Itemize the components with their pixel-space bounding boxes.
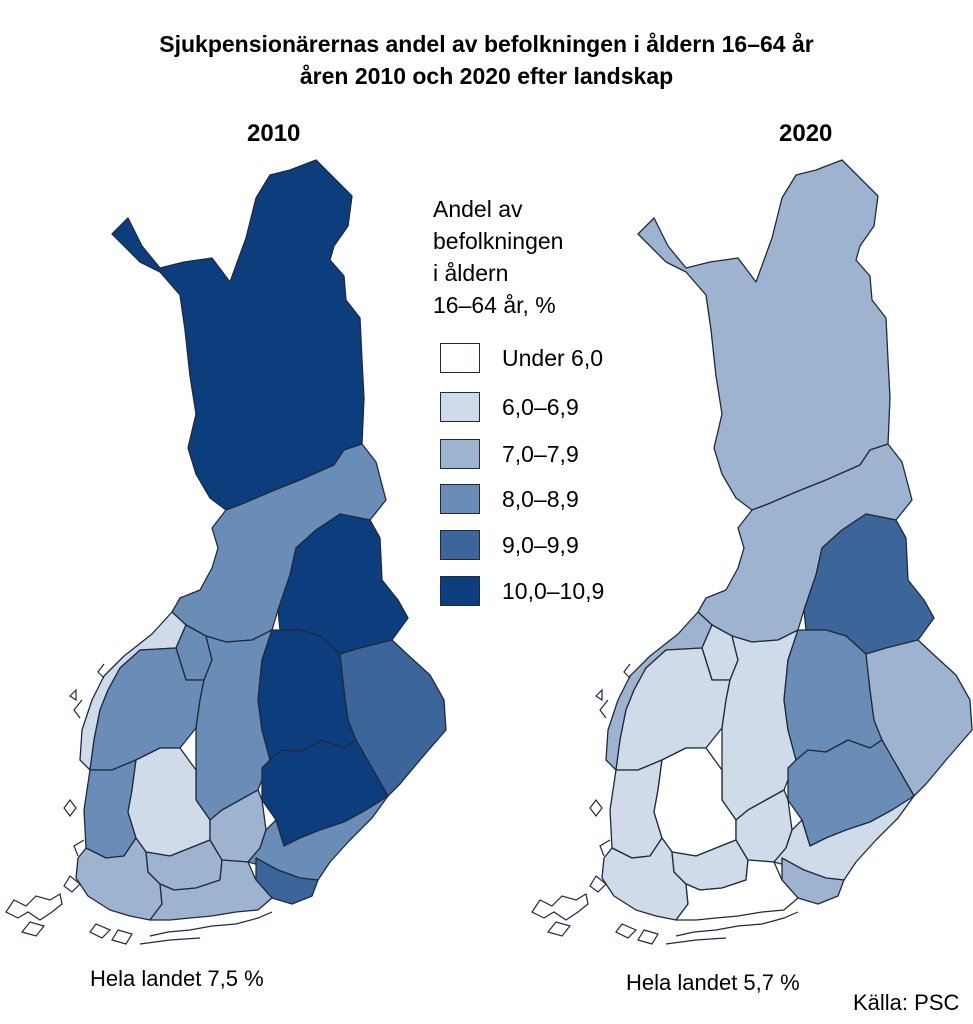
- legend-label: 9,0–9,9: [502, 531, 579, 558]
- coastline-detail: [69, 688, 77, 702]
- legend-title-line: befolkningen: [433, 228, 564, 254]
- coastline-detail: [531, 893, 589, 921]
- region-nyland: [149, 859, 273, 921]
- coastline-detail: [111, 929, 133, 945]
- coastline-detail: [637, 929, 659, 945]
- legend-swatch: [440, 484, 480, 514]
- legend-label: 6,0–6,9: [502, 393, 579, 420]
- coastline-detail: [589, 799, 603, 817]
- legend-item-7-7.9: 7,0–7,9: [440, 439, 579, 469]
- coastline-detail: [20, 921, 46, 937]
- legend-title-line: Andel av: [433, 196, 523, 222]
- coastline-detail: [599, 699, 609, 719]
- coastline-detail: [73, 699, 83, 719]
- region-norra-karelen: [865, 639, 973, 797]
- coastline-detail: [139, 937, 201, 945]
- legend-title: Andel av befolkningen i åldern 16–64 år,…: [433, 193, 563, 321]
- coastline-detail: [675, 911, 799, 937]
- legend-item-8-8.9: 8,0–8,9: [440, 484, 579, 514]
- legend-swatch: [440, 439, 480, 469]
- coastline-detail: [63, 875, 81, 893]
- coastline-detail: [665, 937, 727, 945]
- legend-title-line: i åldern: [433, 260, 509, 286]
- coastline-detail: [623, 663, 631, 679]
- map-2020-year-label: 2020: [779, 120, 833, 147]
- legend-swatch: [440, 392, 480, 422]
- region-norra-karelen: [339, 639, 447, 797]
- national-average-2020: Hela landet 5,7 %: [626, 970, 800, 995]
- coastline-detail: [63, 799, 77, 817]
- region-nyland: [675, 859, 799, 921]
- coastline-detail: [599, 839, 611, 857]
- coastline-detail: [546, 921, 572, 937]
- legend-title-line: 16–64 år, %: [433, 292, 556, 318]
- legend-item-6-6.9: 6,0–6,9: [440, 392, 579, 422]
- coastline-detail: [595, 688, 603, 702]
- national-average-2010: Hela landet 7,5 %: [90, 966, 264, 991]
- region-lappland: [637, 159, 891, 511]
- legend-label: 7,0–7,9: [502, 440, 579, 467]
- legend-label: 10,0–10,9: [502, 577, 605, 604]
- legend-item-10-10.9: 10,0–10,9: [440, 576, 604, 606]
- legend-label: 8,0–8,9: [502, 485, 579, 512]
- legend-item-under-6: Under 6,0: [440, 343, 603, 373]
- title-line-1: Sjukpensionärernas andel av befolkningen…: [159, 31, 814, 57]
- coastline-detail: [5, 893, 63, 921]
- legend-label: Under 6,0: [502, 344, 604, 371]
- coastline-detail: [589, 875, 607, 893]
- coastline-detail: [73, 839, 85, 857]
- map-2020: [531, 159, 973, 945]
- map-2010-year-label: 2010: [247, 120, 301, 147]
- region-lappland: [111, 159, 365, 511]
- title-line-2: åren 2010 och 2020 efter landskap: [299, 63, 674, 89]
- coastline-detail: [97, 663, 105, 679]
- coastline-detail: [89, 923, 112, 939]
- map-title: Sjukpensionärernas andel av befolkningen…: [0, 28, 973, 92]
- legend-swatch: [440, 343, 480, 373]
- coastline-detail: [149, 911, 273, 937]
- legend-item-9-9.9: 9,0–9,9: [440, 530, 579, 560]
- map-2010: [5, 159, 447, 945]
- legend-swatch: [440, 530, 480, 560]
- source-note: Källa: PSC: [853, 990, 960, 1015]
- coastline-detail: [615, 923, 638, 939]
- legend-swatch: [440, 576, 480, 606]
